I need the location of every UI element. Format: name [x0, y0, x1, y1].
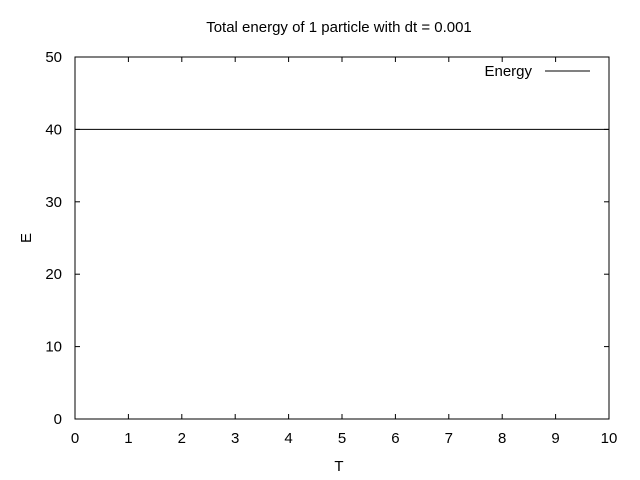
legend-label-energy: Energy [484, 63, 532, 80]
x-tick-label: 0 [71, 430, 79, 447]
legend: Energy [484, 63, 590, 80]
x-tick-label: 3 [231, 430, 239, 447]
axis-ticks: 0 1 2 3 4 5 6 7 8 9 10 0 10 20 30 40 50 [45, 49, 617, 447]
y-tick-label: 20 [45, 266, 62, 283]
x-tick-label: 5 [338, 430, 346, 447]
y-tick-label: 30 [45, 194, 62, 211]
y-tick-label: 0 [54, 411, 62, 428]
x-tick-label: 8 [498, 430, 506, 447]
y-axis-label: E [18, 233, 35, 243]
x-tick-label: 1 [124, 430, 132, 447]
chart-title: Total energy of 1 particle with dt = 0.0… [206, 19, 472, 36]
x-tick-label: 6 [391, 430, 399, 447]
x-tick-label: 2 [178, 430, 186, 447]
x-axis-label: T [334, 458, 343, 475]
x-tick-label: 4 [284, 430, 292, 447]
x-tick-label: 9 [551, 430, 559, 447]
y-tick-label: 10 [45, 339, 62, 356]
x-tick-label: 10 [601, 430, 618, 447]
y-tick-label: 50 [45, 49, 62, 66]
y-tick-label: 40 [45, 121, 62, 138]
x-tick-label: 7 [445, 430, 453, 447]
